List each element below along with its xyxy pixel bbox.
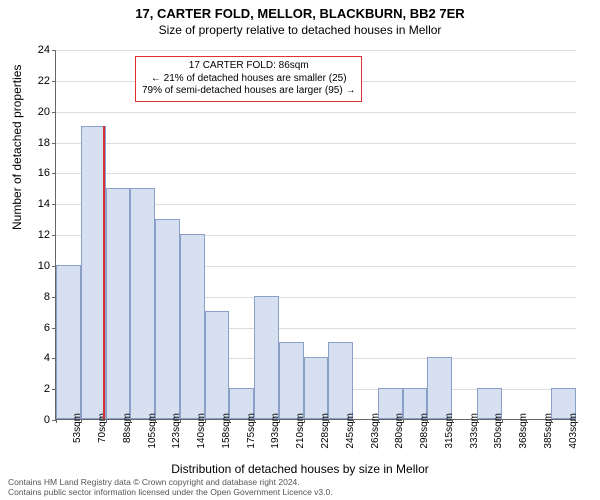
chart-title-1: 17, CARTER FOLD, MELLOR, BLACKBURN, BB2 …: [0, 0, 600, 21]
ytick-mark: [52, 173, 56, 174]
histogram-bar: [106, 188, 131, 419]
histogram-bar: [205, 311, 230, 419]
xtick-mark: [180, 419, 181, 423]
xtick-mark: [502, 419, 503, 423]
xtick-mark: [477, 419, 478, 423]
gridline: [56, 173, 576, 174]
ytick-mark: [52, 112, 56, 113]
xtick-mark: [353, 419, 354, 423]
ytick-label: 14: [20, 198, 50, 210]
footer-attribution: Contains HM Land Registry data © Crown c…: [8, 478, 333, 498]
xtick-mark: [403, 419, 404, 423]
xtick-mark: [551, 419, 552, 423]
ytick-label: 8: [20, 291, 50, 303]
xtick-mark: [155, 419, 156, 423]
histogram-bar: [81, 126, 106, 419]
ytick-label: 20: [20, 106, 50, 118]
gridline: [56, 112, 576, 113]
histogram-bar: [56, 265, 81, 419]
ytick-label: 6: [20, 322, 50, 334]
gridline: [56, 143, 576, 144]
ytick-label: 2: [20, 383, 50, 395]
histogram-bar: [427, 357, 452, 419]
ytick-label: 12: [20, 229, 50, 241]
ytick-mark: [52, 50, 56, 51]
annotation-box: 17 CARTER FOLD: 86sqm ← 21% of detached …: [135, 56, 362, 102]
xtick-mark: [378, 419, 379, 423]
ytick-label: 16: [20, 167, 50, 179]
histogram-bar: [130, 188, 155, 419]
ytick-mark: [52, 235, 56, 236]
xtick-mark: [427, 419, 428, 423]
chart-area: 02468101214161820222453sqm70sqm88sqm105s…: [55, 50, 575, 420]
annotation-line3: 79% of semi-detached houses are larger (…: [142, 85, 355, 98]
histogram-bar: [328, 342, 353, 419]
xtick-mark: [452, 419, 453, 423]
xtick-mark: [304, 419, 305, 423]
chart-title-2: Size of property relative to detached ho…: [0, 21, 600, 37]
ytick-mark: [52, 143, 56, 144]
histogram-bar: [155, 219, 180, 419]
xtick-mark: [81, 419, 82, 423]
footer-line2: Contains public sector information licen…: [8, 488, 333, 498]
x-axis-label: Distribution of detached houses by size …: [0, 462, 600, 476]
histogram-bar: [180, 234, 205, 419]
xtick-mark: [56, 419, 57, 423]
property-marker-line: [103, 126, 105, 419]
histogram-bar: [279, 342, 304, 419]
xtick-label: 403sqm: [568, 413, 579, 458]
xtick-mark: [526, 419, 527, 423]
histogram-bar: [254, 296, 279, 419]
xtick-mark: [254, 419, 255, 423]
gridline: [56, 50, 576, 51]
ytick-label: 22: [20, 75, 50, 87]
histogram-bar: [304, 357, 329, 419]
xtick-mark: [279, 419, 280, 423]
xtick-mark: [328, 419, 329, 423]
ytick-label: 0: [20, 414, 50, 426]
plot-region: 02468101214161820222453sqm70sqm88sqm105s…: [55, 50, 575, 420]
ytick-label: 18: [20, 137, 50, 149]
ytick-label: 24: [20, 44, 50, 56]
annotation-line2: ← 21% of detached houses are smaller (25…: [142, 73, 355, 86]
xtick-mark: [229, 419, 230, 423]
ytick-mark: [52, 81, 56, 82]
xtick-mark: [575, 419, 576, 423]
annotation-line1: 17 CARTER FOLD: 86sqm: [142, 60, 355, 73]
xtick-mark: [106, 419, 107, 423]
ytick-label: 4: [20, 352, 50, 364]
xtick-mark: [130, 419, 131, 423]
ytick-mark: [52, 204, 56, 205]
ytick-label: 10: [20, 260, 50, 272]
xtick-mark: [205, 419, 206, 423]
